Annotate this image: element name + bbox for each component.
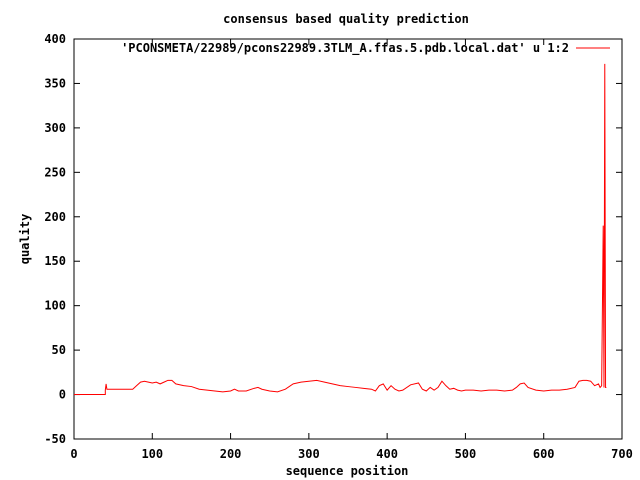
y-tick-label: 200 [44, 210, 66, 224]
y-tick-label: 50 [52, 343, 66, 357]
y-tick-label: 400 [44, 32, 66, 46]
chart-title: consensus based quality prediction [223, 12, 469, 26]
y-tick-label: 250 [44, 165, 66, 179]
x-axis-label: sequence position [286, 464, 409, 478]
x-tick-label: 400 [376, 447, 398, 461]
x-tick-label: 600 [533, 447, 555, 461]
legend-label: 'PCONSMETA/22989/pcons22989.3TLM_A.ffas.… [121, 41, 569, 56]
x-tick-label: 100 [141, 447, 163, 461]
y-tick-label: 300 [44, 121, 66, 135]
x-tick-label: 500 [455, 447, 477, 461]
y-tick-label: 150 [44, 254, 66, 268]
y-tick-label: 100 [44, 299, 66, 313]
y-axis-label: quality [18, 214, 32, 265]
y-tick-label: 0 [59, 388, 66, 402]
x-tick-label: 200 [220, 447, 242, 461]
ticks-layer: 0 100 200 300 400 500 600 700 -50 0 50 100 150 200 250… [44, 32, 633, 461]
y-tick-label: -50 [44, 432, 66, 446]
series-layer [74, 63, 607, 396]
x-tick-label: 0 [70, 447, 77, 461]
legend: 'PCONSMETA/22989/pcons22989.3TLM_A.ffas.… [121, 41, 610, 56]
plot-frame [73, 38, 623, 440]
x-tick-label: 300 [298, 447, 320, 461]
x-tick-label: 700 [611, 447, 633, 461]
y-tick-label: 350 [44, 76, 66, 90]
series-line [74, 63, 607, 396]
